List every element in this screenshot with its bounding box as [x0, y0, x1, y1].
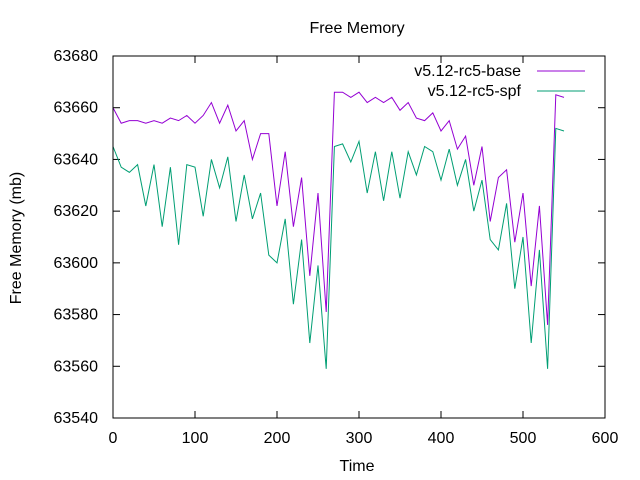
- chart-title: Free Memory: [309, 20, 404, 37]
- y-axis-label: Free Memory (mb): [8, 172, 25, 304]
- x-axis-label: Time: [340, 458, 375, 475]
- plot-frame: [112, 55, 606, 419]
- series-line-v5.12-rc5-base: [112, 91, 565, 325]
- x-tick-label: 500: [510, 430, 537, 447]
- legend-label: v5.12-rc5-base: [414, 63, 521, 80]
- y-tick-label: 63560: [54, 358, 99, 375]
- x-tick-label: 100: [182, 430, 209, 447]
- y-tick-label: 63540: [54, 410, 99, 427]
- series-line-v5.12-rc5-spf: [112, 127, 565, 369]
- legend-label: v5.12-rc5-spf: [428, 83, 522, 100]
- y-tick-label: 63680: [54, 48, 99, 65]
- y-tick-label: 63660: [54, 100, 99, 117]
- x-tick-label: 200: [264, 430, 291, 447]
- axis-ticks: 0 100 200 300 400 500 600 63540 63560 63580 63600 6…: [54, 48, 619, 447]
- legend: v5.12-rc5-base v5.12-rc5-spf: [414, 63, 585, 100]
- y-tick-label: 63620: [54, 203, 99, 220]
- x-tick-label: 300: [346, 430, 373, 447]
- x-tick-label: 600: [592, 430, 619, 447]
- x-tick-label: 0: [109, 430, 118, 447]
- series-layer: [112, 91, 565, 369]
- x-tick-label: 400: [428, 430, 455, 447]
- y-tick-label: 63600: [54, 255, 99, 272]
- y-tick-label: 63580: [54, 307, 99, 324]
- y-tick-label: 63640: [54, 151, 99, 168]
